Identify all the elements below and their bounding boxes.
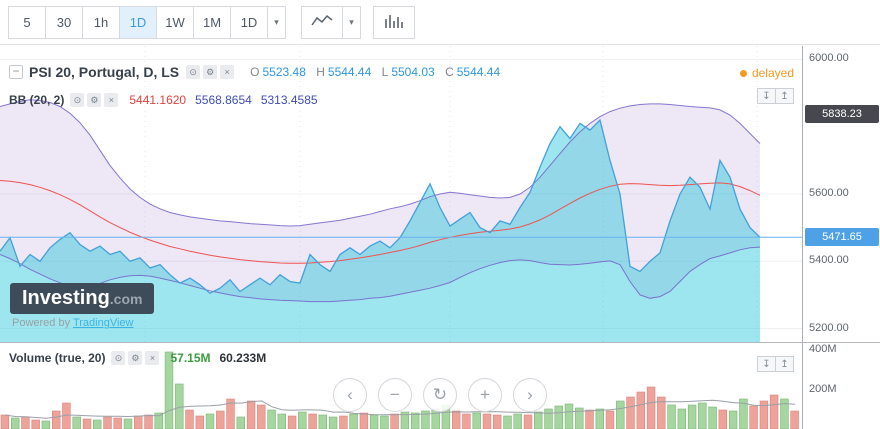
interval-button-1d[interactable]: 1D <box>119 5 157 39</box>
bb-lower-value: 5313.4585 <box>260 93 318 107</box>
price-axis[interactable]: 5838.23 5471.65 6000.00 5600.00 5400.00 520… <box>802 46 880 342</box>
interval-button-1w[interactable]: 1W <box>156 5 194 39</box>
low-value: 5504.03 <box>391 65 435 79</box>
symbol-legend: − PSI 20, Portugal, D, LS ⊙ ⚙ × O 5523.48… <box>9 64 500 80</box>
zoom-out-button[interactable]: − <box>378 378 412 412</box>
histogram-icon <box>384 13 405 31</box>
volume-axis[interactable]: 400M 200M <box>802 343 880 429</box>
open-label: O <box>250 65 260 79</box>
pane-move-down-button[interactable]: ↧ <box>757 88 776 104</box>
close-label: C <box>445 65 454 79</box>
close-icon[interactable]: × <box>104 93 119 107</box>
price-pane-controls: ↧ ↥ <box>757 88 794 104</box>
price-pane[interactable]: − PSI 20, Portugal, D, LS ⊙ ⚙ × O 5523.48… <box>0 46 802 342</box>
pane-divider[interactable] <box>0 342 880 343</box>
powered-by: Powered by TradingView <box>12 317 134 329</box>
volume-chart[interactable] <box>0 343 802 429</box>
price-tick-label: 5200.00 <box>809 321 849 334</box>
pane-move-up-button[interactable]: ↥ <box>775 88 794 104</box>
line-chart-icon <box>311 14 333 30</box>
arrow-up-icon: ↥ <box>780 90 789 102</box>
eye-icon[interactable]: ⊙ <box>186 65 201 79</box>
price-tick-label: 5600.00 <box>809 187 849 199</box>
eye-icon[interactable]: ⊙ <box>70 93 85 107</box>
last-price-badge: 5838.23 <box>805 104 879 123</box>
price-tick-label: 6000.00 <box>809 52 849 65</box>
gear-icon[interactable]: ⚙ <box>87 93 102 107</box>
hline-price-badge: 5471.65 <box>805 228 879 247</box>
arrow-up-icon: ↥ <box>780 358 789 370</box>
brand-tld: .com <box>109 291 143 307</box>
interval-button-1h[interactable]: 1h <box>82 5 120 39</box>
low-label: L <box>381 65 389 79</box>
bb-indicator-name: BB (20, 2) <box>9 93 65 107</box>
delayed-label: delayed <box>751 66 794 80</box>
symbol-title: PSI 20, Portugal, D, LS <box>29 64 180 80</box>
collapse-legend-button[interactable]: − <box>9 65 23 79</box>
toolbar: 5 30 1h 1D 1W 1M 1D ▾ ▾ <box>0 0 880 45</box>
chart-nav: ‹ − ↻ + › <box>333 378 547 412</box>
interval-button-1d-custom[interactable]: 1D <box>230 5 268 39</box>
volume-pane[interactable]: Volume (true, 20) ⊙ ⚙ × 57.15M 60.233M ↧… <box>0 343 802 429</box>
volume-value: 57.15M <box>170 351 211 365</box>
delayed-dot-icon <box>739 69 747 77</box>
delayed-badge: delayed <box>739 66 794 80</box>
reset-view-button[interactable]: ↻ <box>423 378 457 412</box>
open-value: 5523.48 <box>262 65 306 79</box>
eye-icon[interactable]: ⊙ <box>111 351 126 365</box>
arrow-down-icon: ↧ <box>762 358 771 370</box>
powered-by-label: Powered by <box>12 317 73 329</box>
arrow-down-icon: ↧ <box>762 90 771 102</box>
bb-basis-value: 5441.1620 <box>129 93 187 107</box>
volume-tick-label: 200M <box>809 383 837 395</box>
ohlc-values: O 5523.48 H 5544.44 L 5504.03 C 5544.44 <box>243 65 500 79</box>
volume-legend: Volume (true, 20) ⊙ ⚙ × 57.15M 60.233M <box>9 351 266 365</box>
volume-tick-label: 400M <box>809 343 837 355</box>
pane-move-down-button[interactable]: ↧ <box>757 356 776 372</box>
zoom-in-button[interactable]: + <box>468 378 502 412</box>
price-tick-label: 5400.00 <box>809 254 849 267</box>
interval-dropdown-caret[interactable]: ▾ <box>267 5 286 39</box>
bb-legend: BB (20, 2) ⊙ ⚙ × 5441.1620 5568.8654 531… <box>9 93 318 107</box>
chart-type-button[interactable] <box>301 5 343 39</box>
gear-icon[interactable]: ⚙ <box>128 351 143 365</box>
close-icon[interactable]: × <box>220 65 235 79</box>
interval-button-1m[interactable]: 1M <box>193 5 231 39</box>
investing-logo: Investing .com <box>10 283 155 314</box>
volume-indicator-name: Volume (true, 20) <box>9 351 106 365</box>
tradingview-link[interactable]: TradingView <box>72 317 134 329</box>
pane-move-up-button[interactable]: ↥ <box>775 356 794 372</box>
scroll-right-button[interactable]: › <box>513 378 547 412</box>
interval-button-30[interactable]: 30 <box>45 5 83 39</box>
scroll-left-button[interactable]: ‹ <box>333 378 367 412</box>
volume-ma-value: 60.233M <box>219 351 267 365</box>
gear-icon[interactable]: ⚙ <box>203 65 218 79</box>
indicators-button[interactable] <box>373 5 415 39</box>
high-label: H <box>316 65 325 79</box>
brand-name: Investing <box>22 287 110 309</box>
interval-group: 5 30 1h 1D 1W 1M 1D ▾ <box>8 5 286 39</box>
chart-type-group: ▾ <box>301 5 361 39</box>
price-chart[interactable] <box>0 46 802 342</box>
close-value: 5544.44 <box>456 65 501 79</box>
bb-upper-value: 5568.8654 <box>195 93 252 107</box>
high-value: 5544.44 <box>327 65 372 79</box>
chart-type-dropdown-caret[interactable]: ▾ <box>342 5 361 39</box>
close-icon[interactable]: × <box>145 351 160 365</box>
interval-button-5[interactable]: 5 <box>8 5 46 39</box>
volume-pane-controls: ↧ ↥ <box>757 356 794 372</box>
